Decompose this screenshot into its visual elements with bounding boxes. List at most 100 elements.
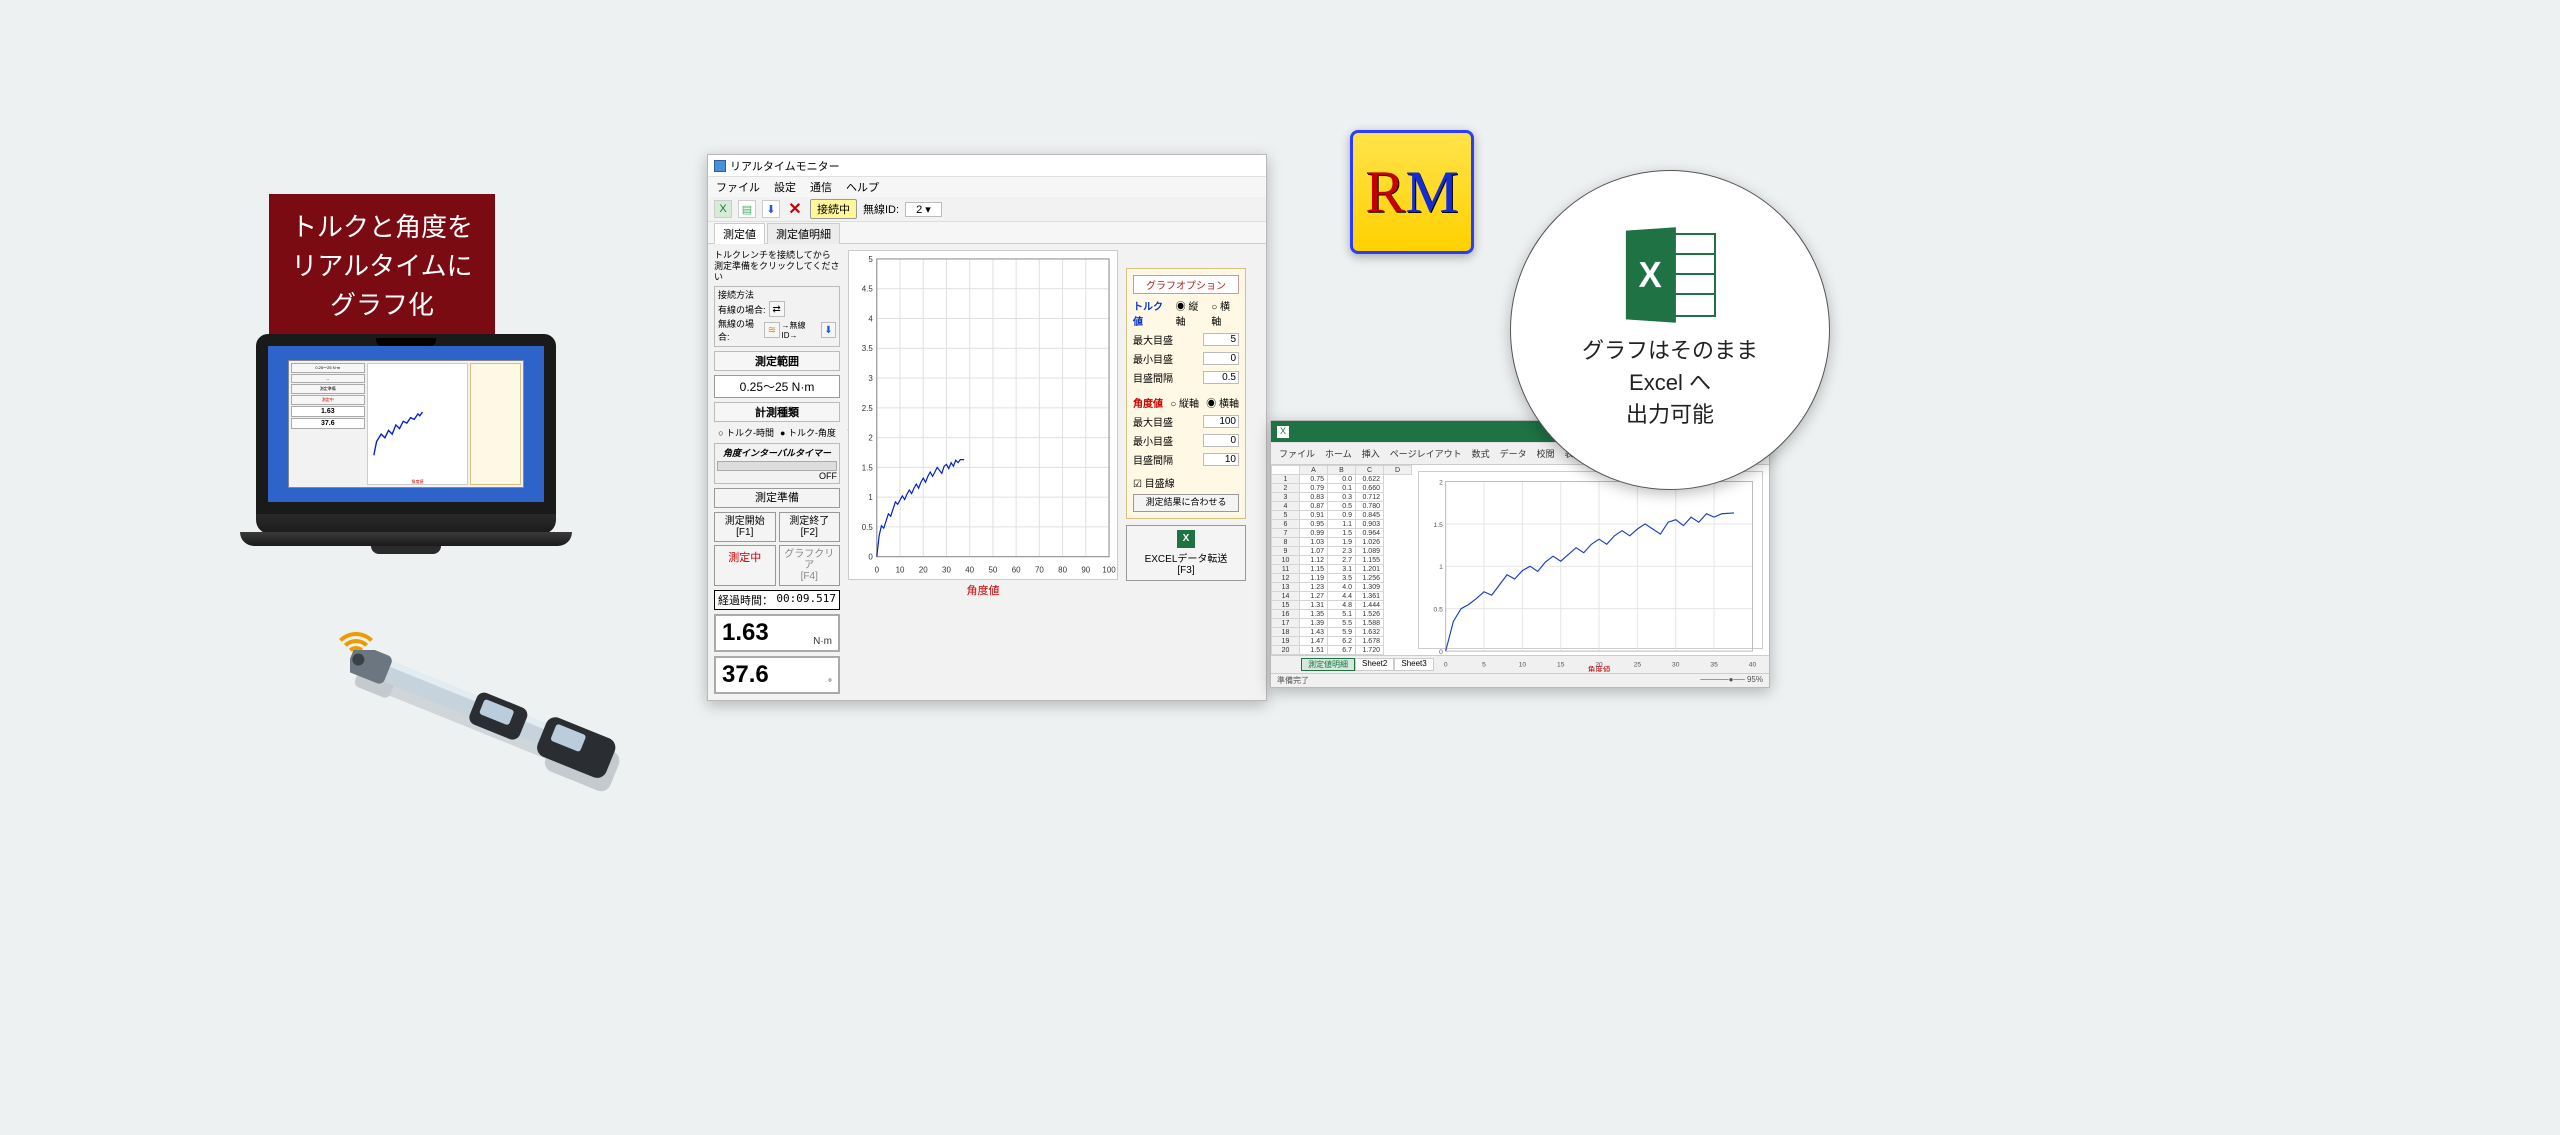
laptop: 0.25～25 N·m -- 測定準備 測定中 1.63 37.6 角度値 — [256, 334, 556, 534]
svg-text:2: 2 — [1439, 479, 1443, 486]
torque-axis-horiz[interactable]: ○ 横軸 — [1211, 298, 1239, 328]
app-icon — [714, 160, 726, 172]
interval-state: OFF — [717, 471, 837, 481]
menu-settings[interactable]: 設定 — [774, 179, 796, 195]
fit-button[interactable]: 測定結果に合わせる — [1133, 494, 1239, 512]
svg-text:30: 30 — [1672, 661, 1680, 668]
svg-text:40: 40 — [965, 566, 974, 575]
angle-min-input[interactable]: 0 — [1203, 434, 1239, 447]
laptop-mini-options — [470, 363, 521, 485]
rm-logo: RM — [1350, 130, 1474, 254]
svg-text:60: 60 — [1012, 566, 1021, 575]
svg-text:1: 1 — [868, 493, 873, 502]
svg-text:1: 1 — [1439, 564, 1443, 571]
svg-text:25: 25 — [1634, 661, 1642, 668]
interval-slider[interactable] — [717, 461, 837, 471]
angle-step-input[interactable]: 10 — [1203, 453, 1239, 466]
svg-text:30: 30 — [942, 566, 951, 575]
laptop-mini-torque: 1.63 — [291, 406, 365, 417]
toolbar-icon-excel[interactable]: X — [714, 200, 732, 218]
excel-app-icon: X — [1277, 426, 1289, 438]
laptop-mini-angle: 37.6 — [291, 418, 365, 429]
svg-text:0.5: 0.5 — [1434, 607, 1444, 614]
svg-text:100: 100 — [1102, 566, 1116, 575]
wireless-icon-btn[interactable]: ≋ — [764, 322, 779, 338]
angle-axis-vert[interactable]: ○ 縦軸 — [1170, 395, 1199, 410]
svg-text:70: 70 — [1035, 566, 1044, 575]
wireless-id-label: 無線ID: — [863, 201, 899, 217]
menu-file[interactable]: ファイル — [716, 179, 760, 195]
gridlines-checkbox[interactable]: ☑ 目盛線 — [1133, 475, 1239, 490]
laptop-app-screenshot: 0.25～25 N·m -- 測定準備 測定中 1.63 37.6 角度値 — [288, 360, 524, 488]
caption-line: リアルタイムに — [291, 251, 472, 281]
svg-text:0: 0 — [868, 553, 873, 562]
ribbon-tab[interactable]: ファイル — [1279, 447, 1315, 460]
radio-torque-time[interactable]: ○ トルク-時間 — [718, 426, 774, 439]
laptop-mini-chart: 角度値 — [367, 363, 469, 485]
svg-text:10: 10 — [1519, 661, 1527, 668]
svg-text:1.5: 1.5 — [1434, 522, 1444, 529]
sheet-tab[interactable]: 測定値明細 — [1301, 658, 1355, 671]
interval-timer-box: 角度インターバルタイマー OFF — [714, 443, 840, 484]
excel-transfer-button[interactable]: X EXCELデータ転送 [F3] — [1126, 525, 1246, 581]
prepare-button[interactable]: 測定準備 — [714, 488, 840, 508]
svg-text:40: 40 — [1749, 661, 1757, 668]
radio-torque-angle[interactable]: ● トルク-角度 — [780, 426, 836, 439]
svg-text:5: 5 — [868, 255, 873, 264]
instruction-text: トルクレンチを接続してから 測定準備をクリックしてください — [714, 250, 840, 282]
menubar: ファイル 設定 通信 ヘルプ — [708, 177, 1266, 197]
ribbon-tab[interactable]: ページレイアウト — [1390, 447, 1462, 460]
excel-icon-large: X — [1624, 229, 1716, 321]
svg-text:0.5: 0.5 — [862, 523, 874, 532]
angle-axis-horiz[interactable]: ◉ 横軸 — [1206, 395, 1239, 410]
torque-readout: 1.63 N·m — [714, 614, 840, 652]
caption-line: グラフ化 — [330, 290, 434, 320]
svg-text:4.5: 4.5 — [862, 285, 874, 294]
svg-text:35: 35 — [1710, 661, 1718, 668]
end-button[interactable]: 測定終了[F2] — [779, 512, 841, 542]
wired-connect-icon[interactable]: ⇄ — [769, 301, 785, 317]
toolbar-icon-close[interactable]: ✕ — [786, 200, 804, 218]
ribbon-tab[interactable]: データ — [1500, 447, 1527, 460]
window-title: リアルタイムモニター — [730, 158, 840, 174]
main-chart: 010203040506070809010000.511.522.533.544… — [848, 250, 1118, 580]
ribbon-tab[interactable]: 挿入 — [1362, 447, 1380, 460]
wireless-id-select[interactable]: 2 ▾ — [905, 202, 942, 217]
toolbar-icon-chart[interactable]: ▤ — [738, 200, 756, 218]
toolbar-icon-down[interactable]: ⬇ — [762, 200, 780, 218]
caption-line: トルクと角度を — [291, 212, 473, 242]
ribbon-tab[interactable]: 校閲 — [1537, 447, 1555, 460]
torque-axis-vert[interactable]: ◉ 縦軸 — [1176, 298, 1208, 328]
svg-text:0: 0 — [875, 566, 880, 575]
sheet-tab[interactable]: Sheet2 — [1355, 658, 1394, 671]
ribbon-tab[interactable]: 数式 — [1472, 447, 1490, 460]
start-button[interactable]: 測定開始[F1] — [714, 512, 776, 542]
excel-zoom[interactable]: ─────●── 95% — [1700, 675, 1763, 686]
measure-type-label: 計測種類 — [714, 402, 840, 422]
torque-min-input[interactable]: 0 — [1203, 352, 1239, 365]
menu-comm[interactable]: 通信 — [810, 179, 832, 195]
torque-max-input[interactable]: 5 — [1203, 333, 1239, 346]
laptop-mini-range: 0.25～25 N·m — [291, 363, 365, 373]
svg-text:0: 0 — [1439, 649, 1443, 656]
torque-step-input[interactable]: 0.5 — [1203, 371, 1239, 384]
clear-button[interactable]: グラフクリア[F4] — [779, 545, 841, 586]
svg-text:角度値: 角度値 — [1588, 664, 1611, 672]
ribbon-tab[interactable]: ホーム — [1325, 447, 1352, 460]
menu-help[interactable]: ヘルプ — [846, 179, 879, 195]
svg-text:5: 5 — [1482, 661, 1486, 668]
svg-text:3: 3 — [868, 374, 873, 383]
excel-cells[interactable]: ABCD10.750.00.62220.790.10.66030.830.30.… — [1271, 465, 1412, 655]
angle-max-input[interactable]: 100 — [1203, 415, 1239, 428]
excel-icon: X — [1177, 530, 1195, 548]
realtime-monitor-window: リアルタイムモニター ファイル 設定 通信 ヘルプ X ▤ ⬇ ✕ 接続中 無線… — [707, 154, 1267, 701]
caption-box: トルクと角度を リアルタイムに グラフ化 — [269, 194, 495, 339]
excel-export-bubble: X グラフはそのまま Excel へ 出力可能 — [1510, 170, 1830, 490]
range-value: 0.25～25 N·m — [714, 375, 840, 398]
tab-measurement[interactable]: 測定値 — [714, 223, 765, 244]
svg-text:15: 15 — [1557, 661, 1565, 668]
wireless-download-icon[interactable]: ⬇ — [821, 322, 836, 338]
svg-text:2: 2 — [868, 434, 873, 443]
tab-detail[interactable]: 測定値明細 — [767, 223, 840, 244]
svg-text:4: 4 — [868, 314, 873, 323]
